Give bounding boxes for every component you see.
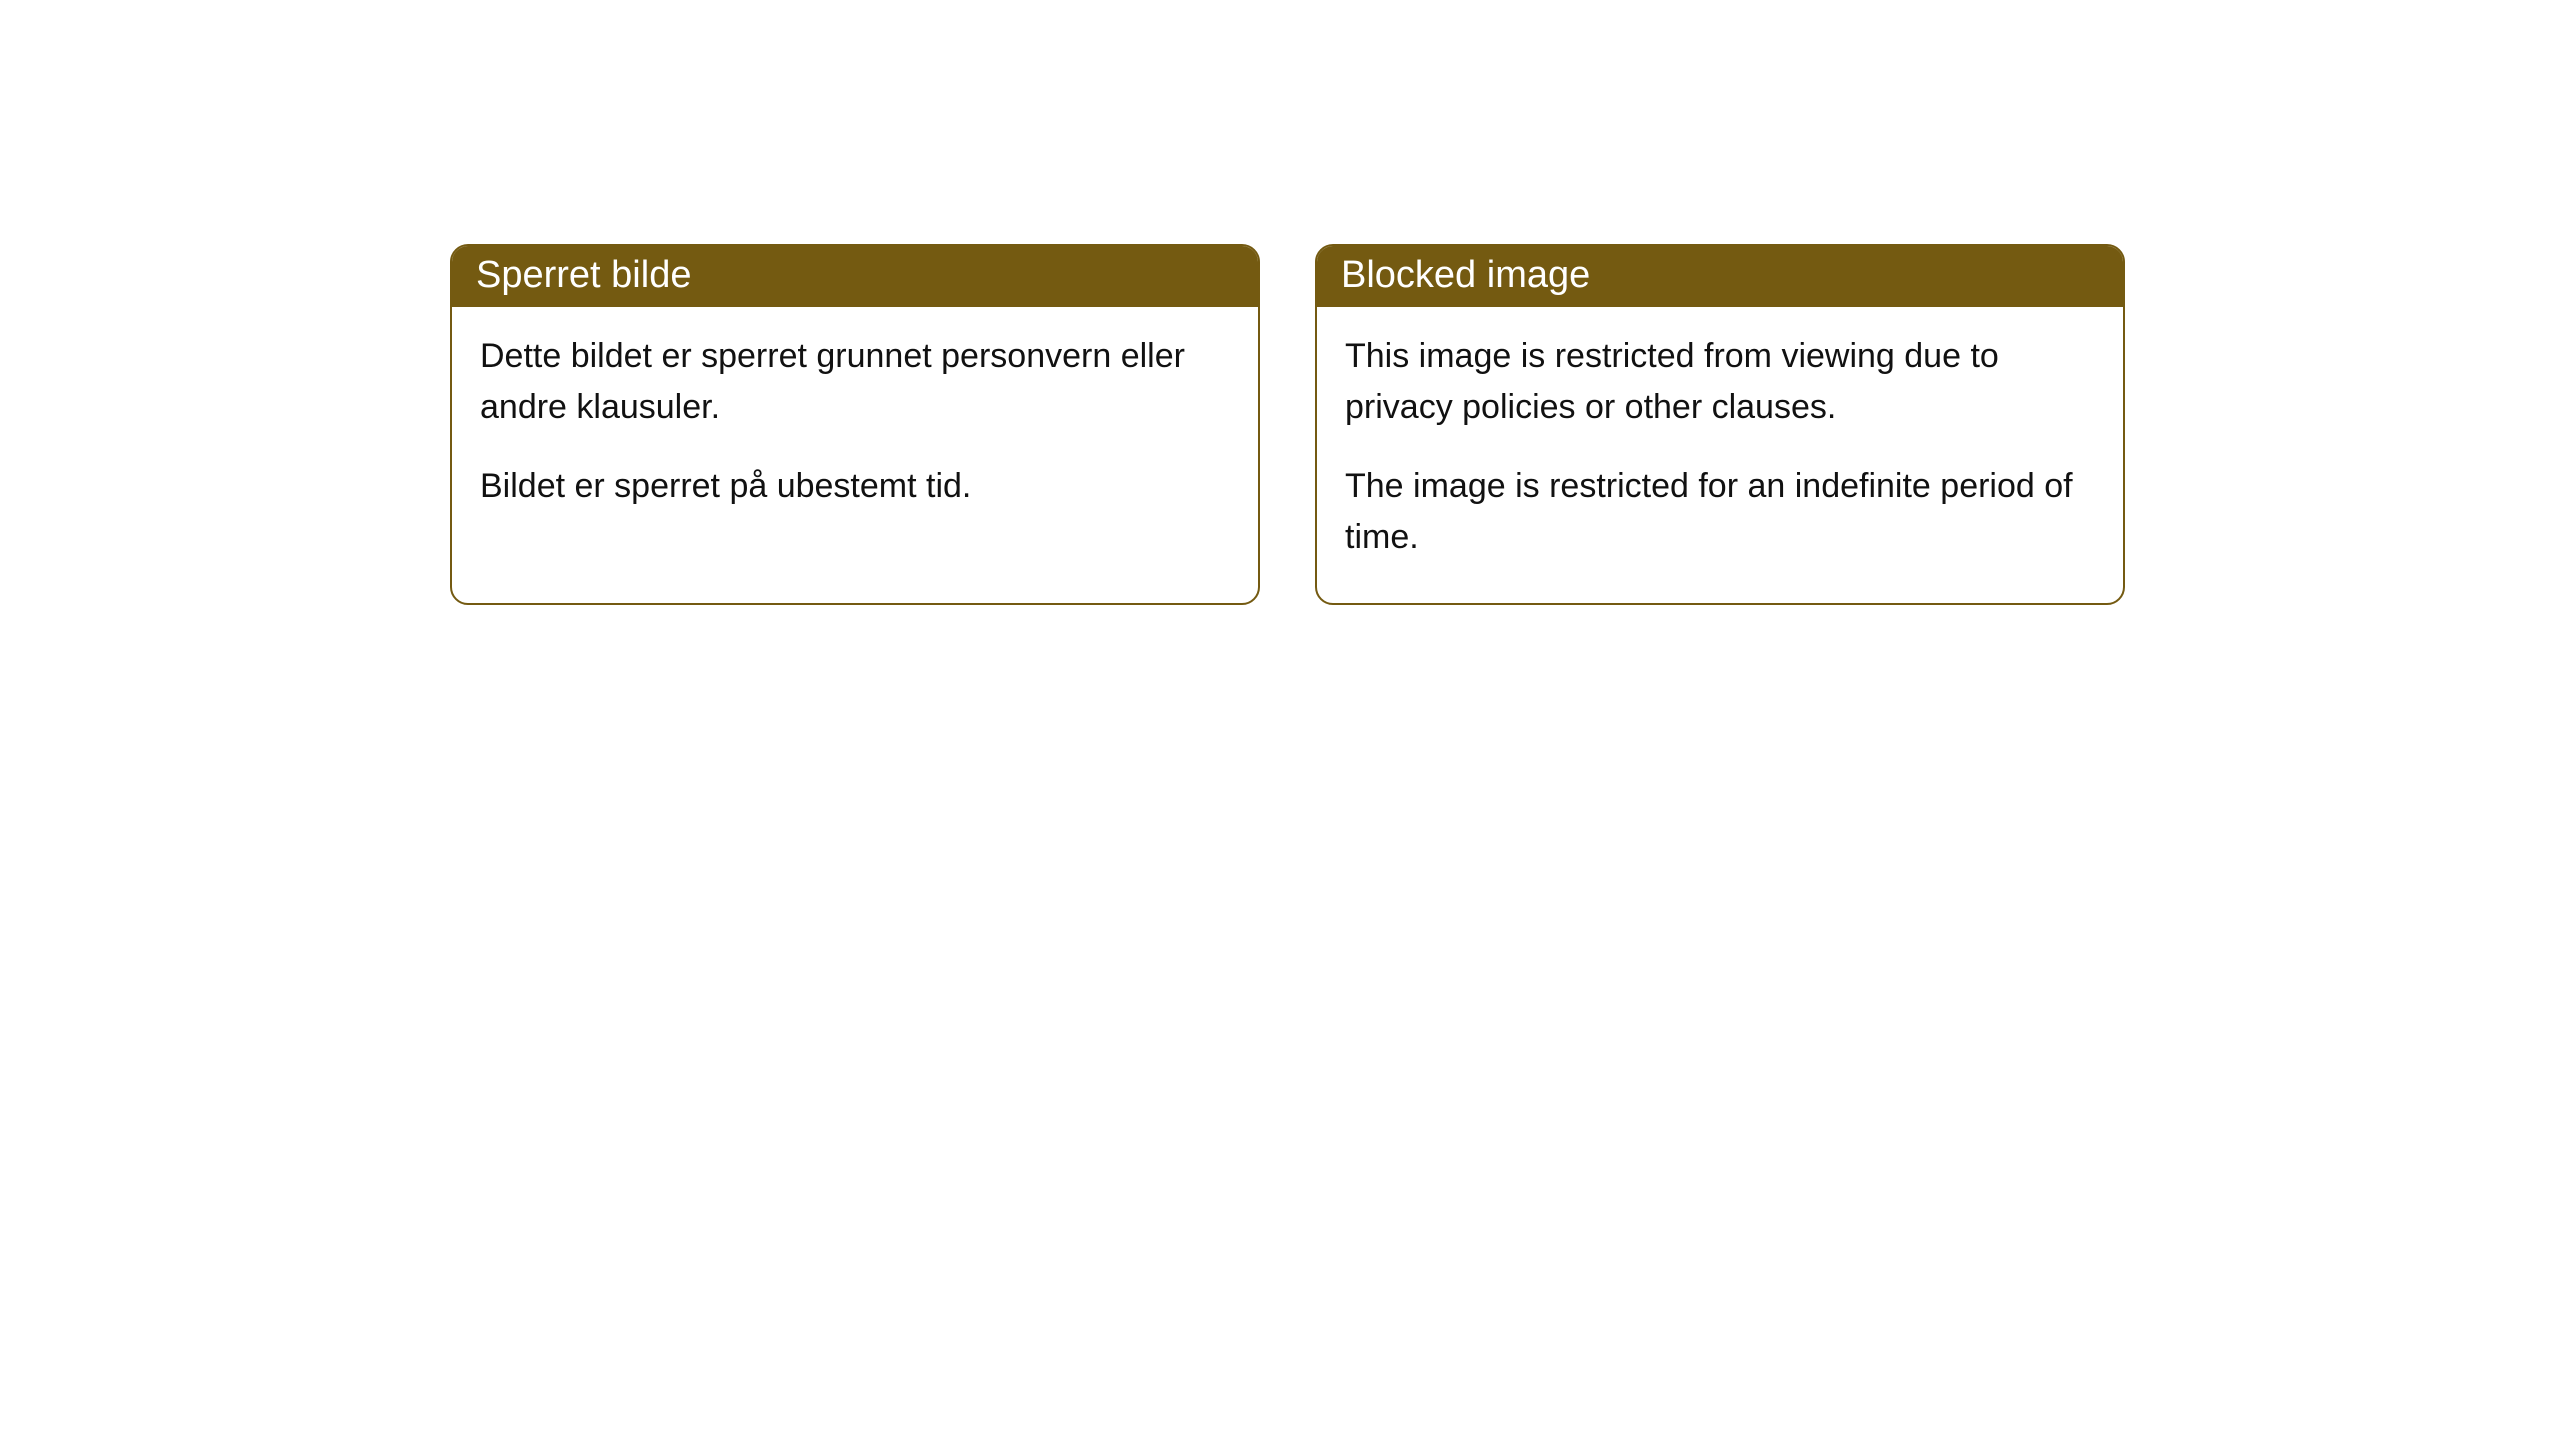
card-header: Sperret bilde	[452, 246, 1258, 307]
card-paragraph: This image is restricted from viewing du…	[1345, 331, 2095, 433]
card-body: This image is restricted from viewing du…	[1317, 307, 2123, 603]
card-header: Blocked image	[1317, 246, 2123, 307]
card-paragraph: Dette bildet er sperret grunnet personve…	[480, 331, 1230, 433]
card-paragraph: Bildet er sperret på ubestemt tid.	[480, 461, 1230, 512]
notice-card-norwegian: Sperret bilde Dette bildet er sperret gr…	[450, 244, 1260, 605]
card-body: Dette bildet er sperret grunnet personve…	[452, 307, 1258, 552]
card-paragraph: The image is restricted for an indefinit…	[1345, 461, 2095, 563]
notice-cards-container: Sperret bilde Dette bildet er sperret gr…	[0, 0, 2560, 605]
notice-card-english: Blocked image This image is restricted f…	[1315, 244, 2125, 605]
